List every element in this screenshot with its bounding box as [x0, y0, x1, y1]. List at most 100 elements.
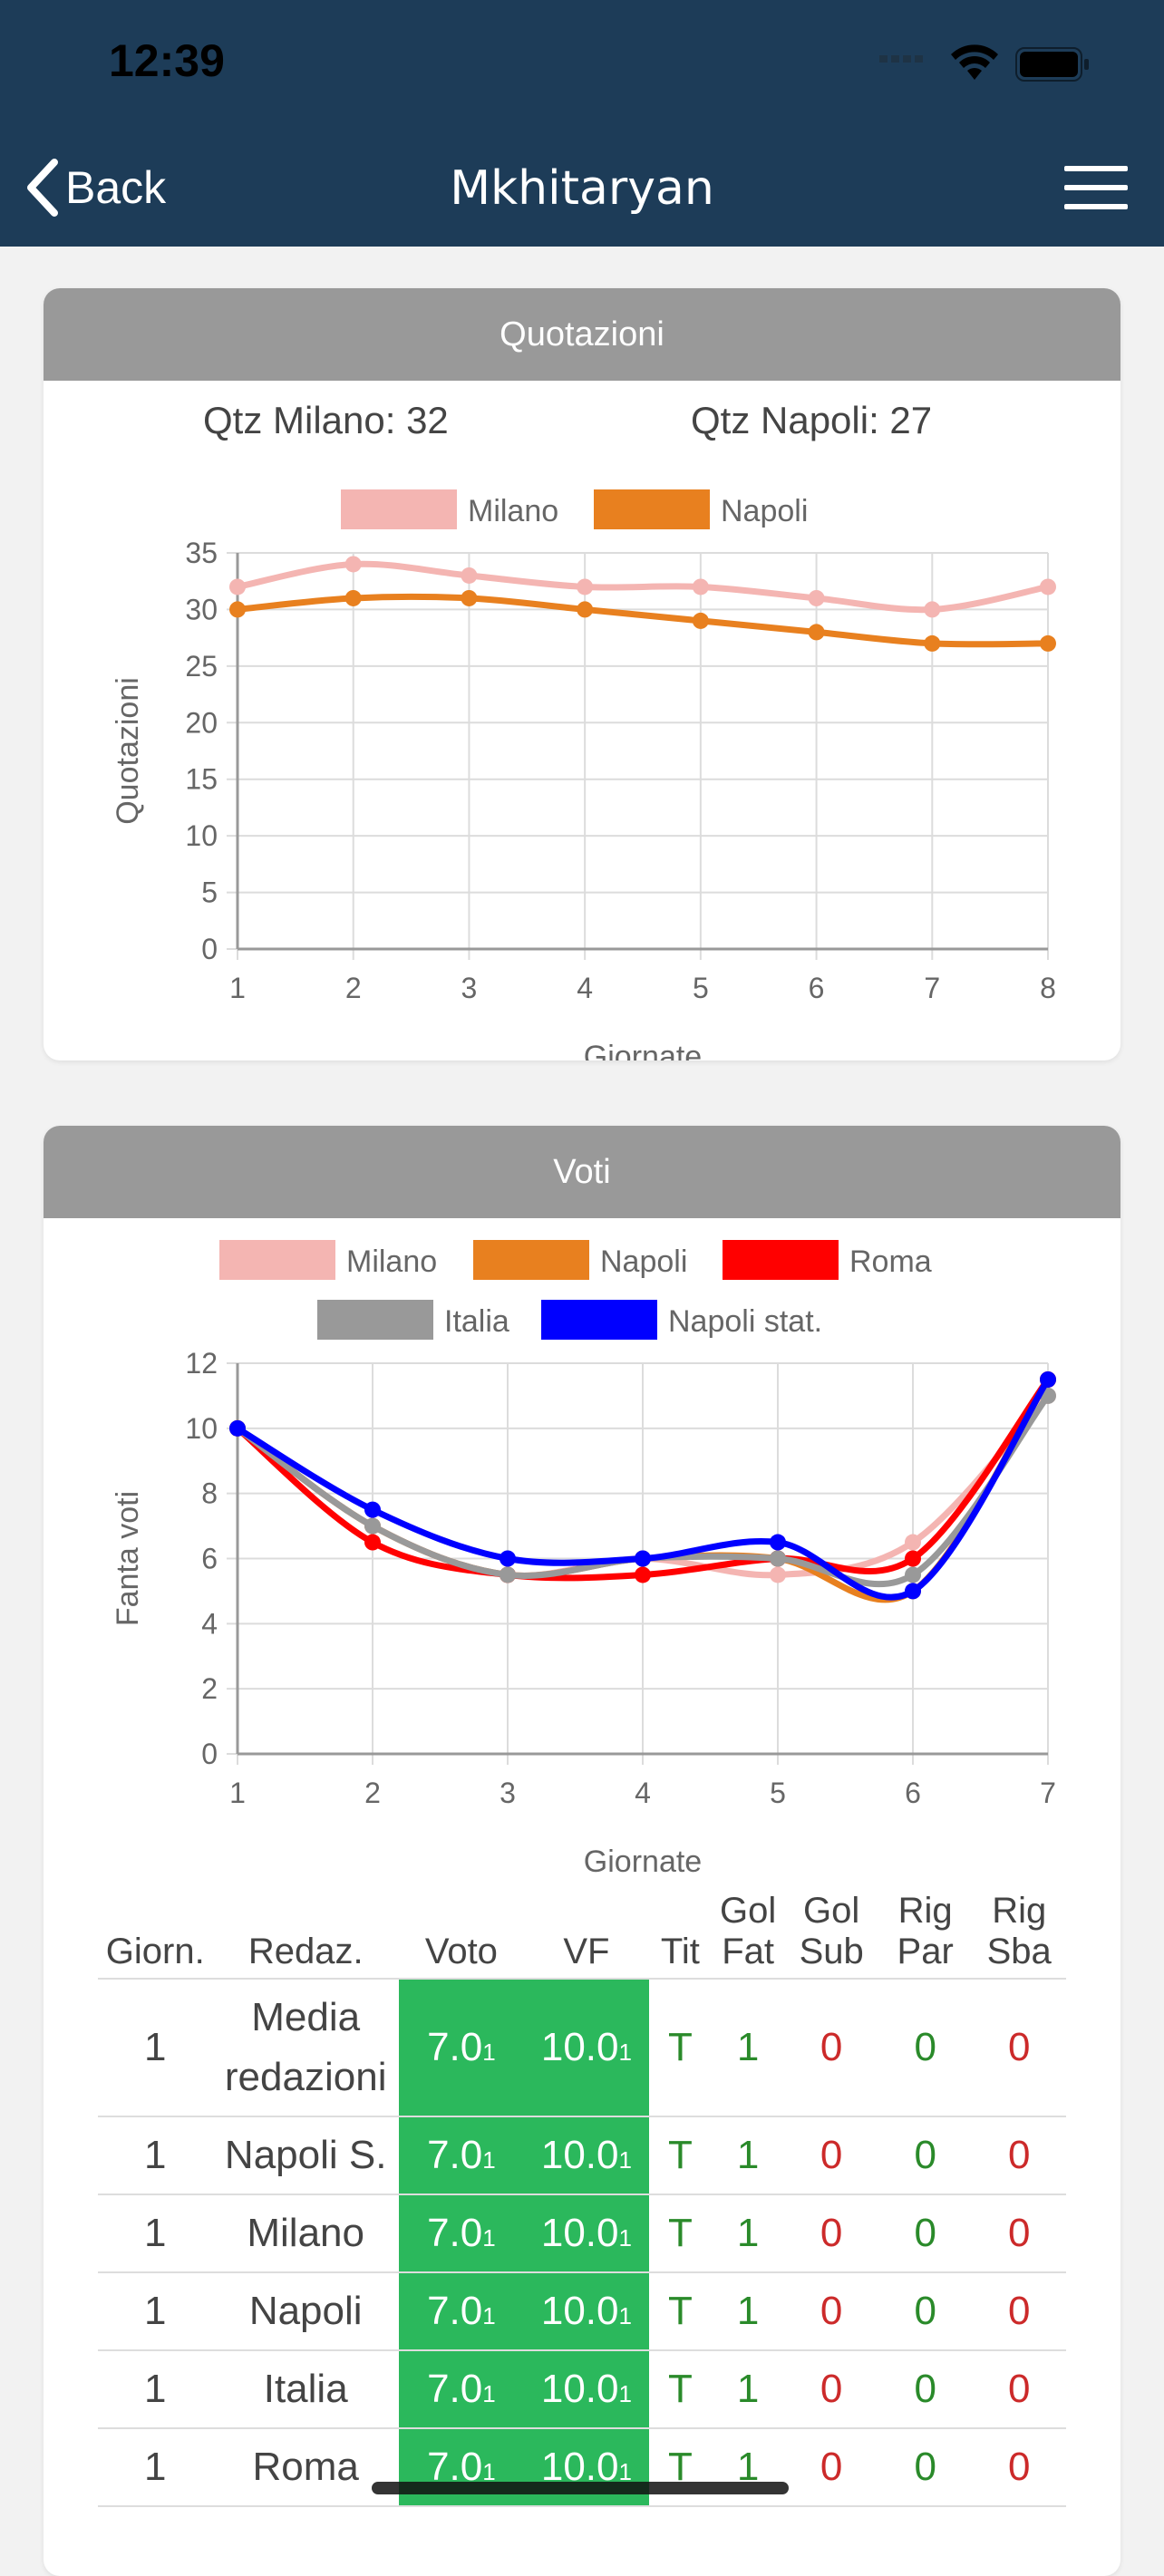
voti-point-napoli-stat-[interactable]: [770, 1534, 786, 1551]
cell-voto: 7.01: [398, 2194, 524, 2273]
cell-gol-fat: 1: [711, 2350, 785, 2429]
quotazioni-point-milano[interactable]: [461, 567, 478, 584]
voti-table: Giorn. Redaz. Voto VF Tit Gol Fat Gol Sub Rig P…: [98, 1885, 1066, 2507]
cell-rig-sba: 0: [972, 2350, 1066, 2429]
quotazioni-xtick: 6: [809, 972, 825, 1004]
cell-rig-sba: 0: [972, 2272, 1066, 2351]
cell-gol-sub: 0: [784, 2116, 878, 2195]
voti-point-milano[interactable]: [770, 1566, 786, 1583]
svg-text:Napoli: Napoli: [600, 1244, 687, 1279]
voti-ytick: 12: [185, 1347, 218, 1380]
voti-point-napoli-stat-[interactable]: [500, 1550, 516, 1567]
cell-gol-fat: 1: [711, 1979, 785, 2117]
cell-voto: 7.01: [398, 2428, 524, 2507]
cell-vf: 10.01: [523, 2194, 649, 2273]
quotazioni-point-napoli[interactable]: [1040, 634, 1056, 652]
quotazioni-xtick: 5: [693, 972, 709, 1004]
cell-vf: 10.01: [523, 1979, 649, 2117]
voti-legend-napoli-stat-[interactable]: Napoli stat.: [541, 1300, 822, 1340]
voti-legend-napoli[interactable]: Napoli: [473, 1240, 687, 1280]
quotazioni-point-napoli[interactable]: [808, 624, 825, 641]
qtz-milano: Qtz Milano: 32: [203, 399, 449, 441]
cell-redaz: Milano: [212, 2194, 399, 2273]
table-row[interactable]: 1 Italia 7.01 10.01 T 1 0 0 0: [98, 2350, 1066, 2429]
voti-legend-italia[interactable]: Italia: [317, 1300, 509, 1340]
voti-point-roma[interactable]: [635, 1566, 651, 1583]
voti-point-italia[interactable]: [770, 1550, 786, 1567]
table-header-gol-sub: Gol Sub: [784, 1885, 878, 1980]
voti-point-napoli-stat-[interactable]: [364, 1501, 381, 1518]
cellular-signal-icon: [879, 55, 923, 63]
voti-point-napoli-stat-[interactable]: [905, 1583, 921, 1600]
quotazioni-series-milano: [237, 560, 1049, 614]
cell-gol-fat: 1: [711, 2428, 785, 2507]
cell-giorn: 1: [98, 2272, 213, 2351]
voti-legend-milano[interactable]: Milano: [219, 1240, 437, 1280]
table-row[interactable]: 1 Milano 7.01 10.01 T 1 0 0 0: [98, 2194, 1066, 2273]
cell-tit: T: [648, 1979, 712, 2117]
quotazioni-point-milano[interactable]: [924, 601, 941, 618]
cell-voto: 7.01: [398, 2116, 524, 2195]
voti-point-napoli-stat-[interactable]: [1040, 1370, 1056, 1388]
cell-giorn: 1: [98, 2350, 213, 2429]
quotazioni-series-napoli: [237, 593, 1049, 648]
quotazioni-ytick: 30: [185, 593, 218, 625]
cell-rig-par: 0: [878, 2272, 973, 2351]
quotazioni-legend-milano[interactable]: Milano: [341, 489, 558, 529]
quotazioni-point-milano[interactable]: [692, 578, 709, 596]
cell-tit: T: [648, 2116, 712, 2195]
hamburger-icon: [1064, 166, 1128, 171]
cell-rig-par: 0: [878, 2194, 973, 2273]
cell-rig-par: 0: [878, 1979, 973, 2117]
quotazioni-ytick: 15: [185, 763, 218, 796]
menu-button[interactable]: [1064, 166, 1128, 209]
svg-text:Napoli: Napoli: [721, 494, 808, 528]
cell-rig-sba: 0: [972, 2428, 1066, 2507]
table-header-gol-fat: Gol Fat: [711, 1885, 785, 1980]
voti-point-italia[interactable]: [905, 1566, 921, 1583]
voti-legend-roma[interactable]: Roma: [723, 1240, 932, 1280]
quotazioni-point-napoli[interactable]: [692, 612, 709, 629]
status-time: 12:39: [109, 35, 225, 86]
cell-giorn: 1: [98, 2194, 213, 2273]
quotazioni-point-milano[interactable]: [229, 578, 246, 596]
quotazioni-point-napoli[interactable]: [924, 634, 941, 652]
svg-text:Milano: Milano: [346, 1244, 437, 1279]
quotazioni-point-napoli[interactable]: [577, 601, 594, 618]
cell-gol-sub: 0: [784, 2428, 878, 2507]
table-header-redaz: Redaz.: [212, 1885, 399, 1980]
quotazioni-point-milano[interactable]: [808, 589, 825, 606]
quotazioni-ytick: 25: [185, 650, 218, 683]
voti-xtick: 5: [770, 1777, 786, 1809]
svg-text:Italia: Italia: [444, 1304, 509, 1339]
quotazioni-point-milano[interactable]: [344, 556, 362, 573]
table-row[interactable]: 1 Roma 7.01 10.01 T 1 0 0 0: [98, 2428, 1066, 2507]
qtz-napoli: Qtz Napoli: 27: [691, 399, 933, 441]
voti-point-napoli-stat-[interactable]: [635, 1550, 651, 1567]
quotazioni-point-milano[interactable]: [577, 578, 594, 596]
quotazioni-point-napoli[interactable]: [344, 589, 362, 606]
voti-point-italia[interactable]: [364, 1517, 381, 1535]
voti-ytick: 4: [201, 1607, 218, 1640]
quotazioni-legend-napoli[interactable]: Napoli: [594, 489, 808, 529]
cell-voto: 7.01: [398, 2272, 524, 2351]
table-row[interactable]: 1 Media redazioni 7.01 10.01 T 1 0 0 0: [98, 1979, 1066, 2117]
voti-point-roma[interactable]: [905, 1550, 921, 1567]
cell-gol-fat: 1: [711, 2116, 785, 2195]
table-row[interactable]: 1 Napoli 7.01 10.01 T 1 0 0 0: [98, 2272, 1066, 2351]
voti-point-napoli-stat-[interactable]: [229, 1419, 246, 1437]
wifi-icon: [951, 44, 998, 80]
cell-rig-sba: 0: [972, 2194, 1066, 2273]
voti-point-milano[interactable]: [905, 1534, 921, 1551]
quotazioni-header: Quotazioni: [44, 288, 1120, 381]
table-row[interactable]: 1 Napoli S. 7.01 10.01 T 1 0 0 0: [98, 2116, 1066, 2195]
back-button[interactable]: Back: [24, 159, 166, 217]
quotazioni-point-napoli[interactable]: [229, 601, 246, 618]
quotazioni-point-napoli[interactable]: [461, 589, 478, 606]
quotazioni-point-milano[interactable]: [1040, 578, 1056, 596]
voti-point-roma[interactable]: [364, 1534, 381, 1551]
quotazioni-chart: Milano Napoli 0 5 10 15 20 25 30 35 1 2 3 4 5 6 7 8 Quotaz…: [111, 489, 1056, 1060]
voti-point-italia[interactable]: [500, 1566, 516, 1583]
table-header-rig-sba: Rig Sba: [972, 1885, 1066, 1980]
cell-rig-par: 0: [878, 2350, 973, 2429]
